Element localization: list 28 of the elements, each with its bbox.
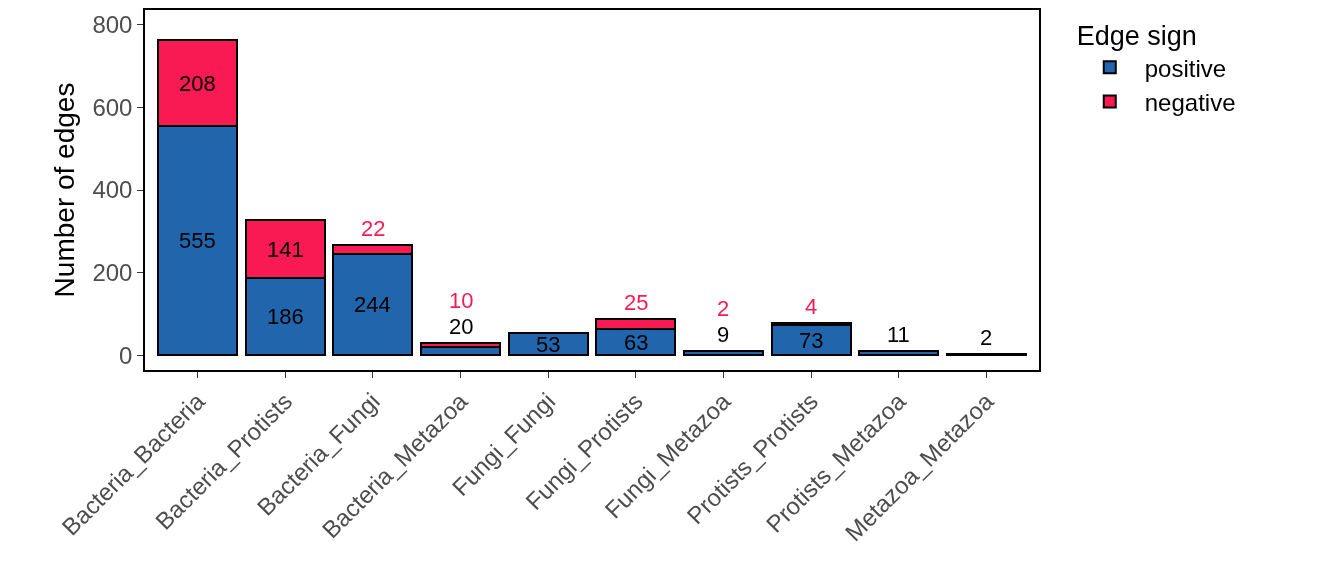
data-label: 73 bbox=[799, 328, 824, 353]
y-tick-label: 400 bbox=[92, 176, 133, 204]
data-label: 10 bbox=[449, 288, 474, 313]
bar bbox=[507, 332, 589, 357]
y-tick-label: 600 bbox=[92, 93, 133, 121]
y-tick-label: 0 bbox=[119, 341, 133, 369]
data-label: 9 bbox=[717, 322, 730, 347]
data-label: 22 bbox=[361, 216, 386, 241]
data-label: 4 bbox=[805, 294, 818, 319]
data-label: 20 bbox=[449, 314, 474, 339]
data-label: 186 bbox=[267, 304, 304, 329]
y-tick-label: 200 bbox=[92, 258, 133, 286]
data-label: 141 bbox=[267, 237, 304, 262]
data-label: 2 bbox=[717, 296, 730, 321]
data-label: 555 bbox=[179, 228, 216, 253]
legend-label: positive bbox=[1144, 54, 1227, 82]
data-label: 11 bbox=[887, 322, 910, 347]
legend-label: negative bbox=[1144, 88, 1236, 116]
legend-title: Edge sign bbox=[1076, 21, 1197, 52]
data-label: 244 bbox=[354, 292, 391, 317]
data-label: 2 bbox=[980, 325, 993, 350]
data-label: 208 bbox=[179, 71, 216, 96]
y-tick-label: 800 bbox=[92, 11, 133, 39]
data-label: 25 bbox=[624, 290, 649, 315]
y-axis-title: Number of edges bbox=[48, 82, 80, 298]
data-label: 63 bbox=[624, 330, 649, 355]
bar bbox=[858, 349, 940, 357]
data-label: 53 bbox=[536, 332, 561, 357]
